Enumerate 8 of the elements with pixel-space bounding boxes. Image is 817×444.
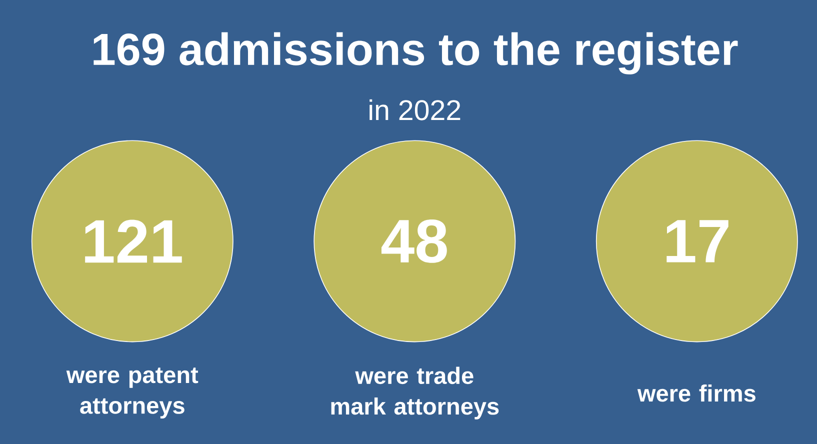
data-label: 17	[666, 220, 728, 262]
category-label: were firms	[637, 384, 756, 402]
text: 169 admissions to the register	[94, 32, 738, 74]
data-label: 121	[85, 220, 182, 262]
data-label: 48	[381, 219, 447, 263]
category-label: were trade mark attorneys	[331, 366, 499, 420]
text: in 2022	[370, 99, 460, 120]
category-label: were patent attorneys	[66, 367, 198, 418]
